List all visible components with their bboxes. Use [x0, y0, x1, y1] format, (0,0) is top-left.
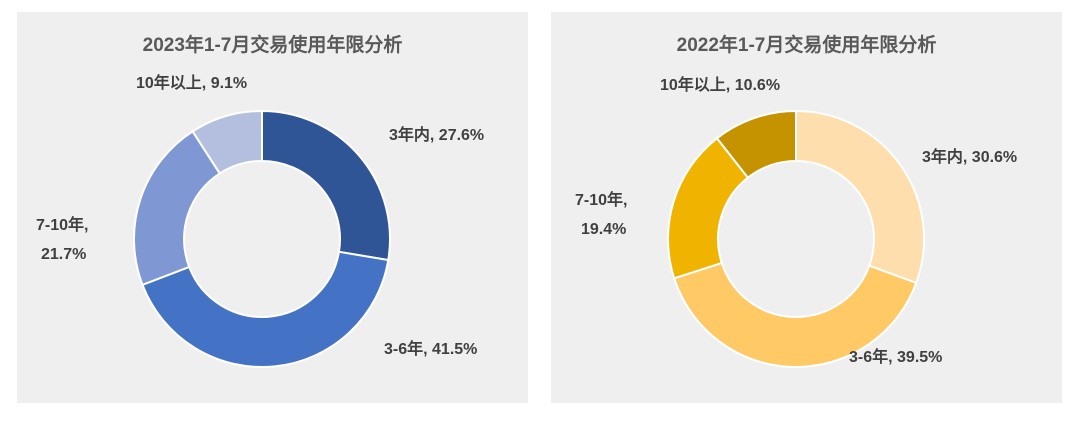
- data-label-10年以上: 10年以上, 10.6%: [660, 77, 781, 94]
- data-label-7-10年-value: 21.7%: [41, 246, 87, 263]
- donut-slice-10年以上: [715, 109, 797, 180]
- data-label-10年以上: 10年以上, 9.1%: [136, 75, 248, 92]
- data-label-3年内: 3年内, 30.6%: [922, 149, 1018, 166]
- data-label-3-6年: 3-6年, 41.5%: [384, 341, 478, 358]
- data-label-7-10年: 7-10年,: [575, 192, 628, 209]
- donut-chart-2022: [667, 109, 925, 368]
- donut-slice-3-6年: [141, 250, 390, 368]
- data-label-3年内: 3年内, 27.6%: [389, 127, 485, 144]
- chart-panel-2023: 2023年1-7月交易使用年限分析 3年内, 27.6% 3-6年, 41.5%…: [17, 12, 528, 403]
- donut-slice-3-6年: [672, 261, 918, 368]
- chart-title: 2023年1-7月交易使用年限分析: [142, 35, 403, 56]
- donut-chart-2023: [133, 109, 391, 368]
- donut-slice-3年内: [261, 109, 391, 262]
- data-label-7-10年: 7-10年,: [36, 217, 89, 234]
- chart-panel-2022: 2022年1-7月交易使用年限分析 3年内, 30.6% 3-6年, 39.5%…: [551, 12, 1062, 403]
- donut-slice-3年内: [795, 109, 925, 285]
- donut-slice-10年以上: [191, 109, 263, 175]
- data-label-3-6年: 3-6年, 39.5%: [849, 349, 943, 366]
- chart-title: 2022年1-7月交易使用年限分析: [676, 35, 937, 56]
- data-label-7-10年-value: 19.4%: [581, 221, 627, 238]
